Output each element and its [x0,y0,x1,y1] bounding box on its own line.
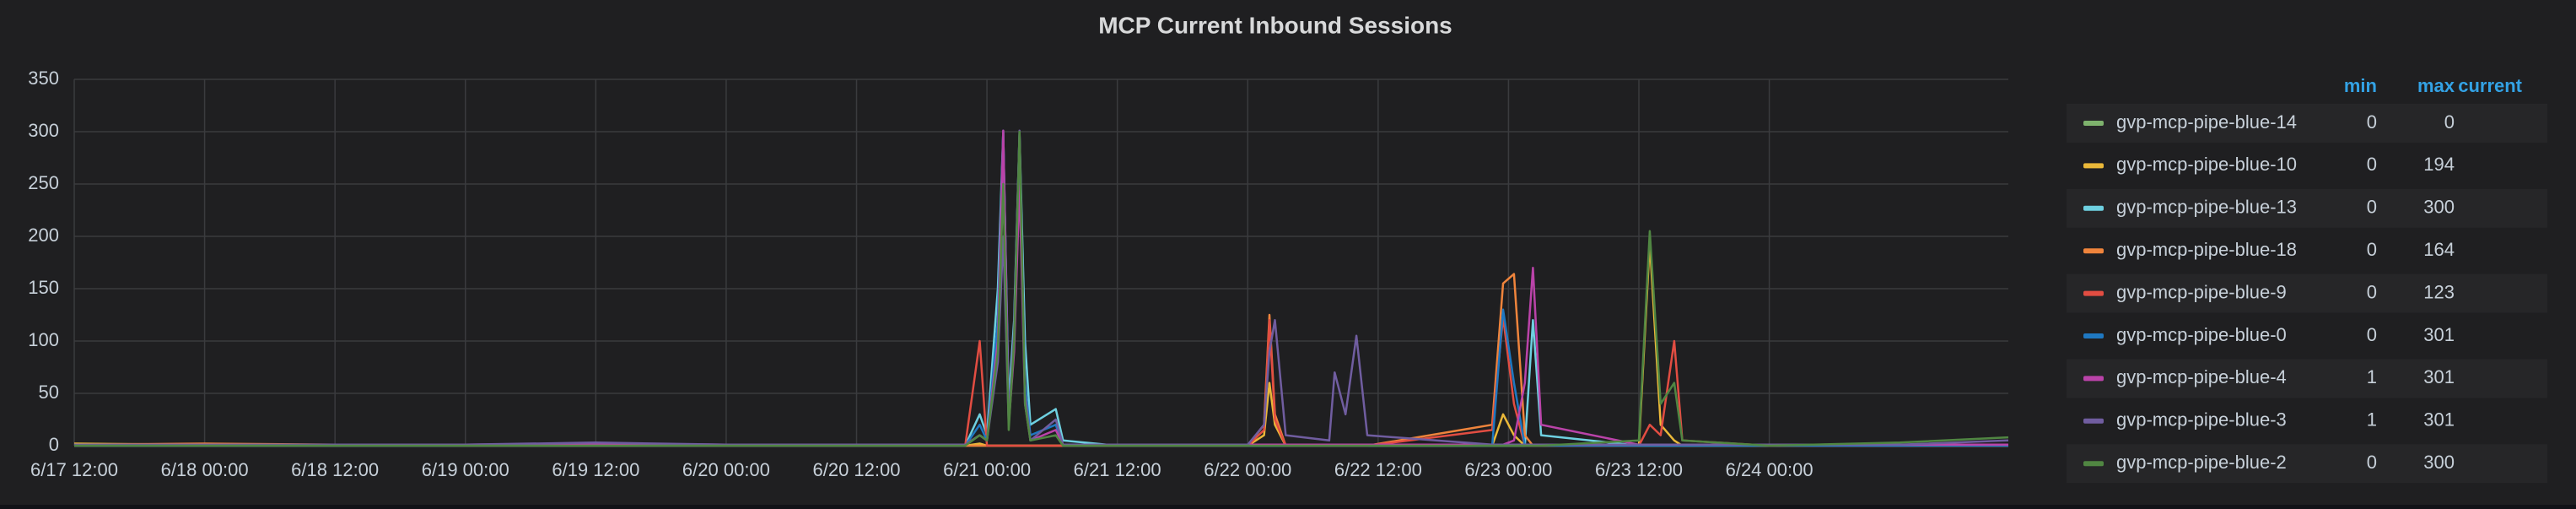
series-line [73,241,2008,447]
legend-row-bg [2067,359,2547,398]
legend-min: 0 [2367,154,2377,175]
series-line [74,130,2009,447]
legend-max: 301 [2423,366,2455,387]
legend-max: 301 [2423,324,2455,345]
legend-max: 301 [2423,409,2455,430]
legend-label: gvp-mcp-pipe-blue-13 [2116,197,2297,218]
legend-swatch [2083,248,2104,254]
legend-swatch [2083,205,2104,211]
legend-max: 300 [2423,452,2455,473]
legend-swatch [2083,376,2104,382]
x-tick-label: 6/22 00:00 [1204,459,1291,480]
x-tick-label: 6/17 12:00 [30,459,118,480]
legend-max: 164 [2423,239,2455,260]
legend-label: gvp-mcp-pipe-blue-10 [2116,154,2297,175]
x-tick-label: 6/23 00:00 [1464,459,1552,480]
x-tick-label: 6/18 12:00 [291,459,379,480]
x-tick-label: 6/24 00:00 [1726,459,1813,480]
legend-swatch [2083,418,2104,424]
legend-swatch [2083,163,2104,169]
x-tick-label: 6/20 00:00 [682,459,770,480]
x-tick-label: 6/18 00:00 [161,459,249,480]
y-tick-label: 50 [39,382,59,403]
legend-min: 0 [2367,239,2377,260]
legend-swatch [2083,333,2104,338]
legend-row-bg [2067,104,2547,143]
legend-column-header: current [2458,75,2522,96]
series-line [74,129,2008,447]
legend-label: gvp-mcp-pipe-blue-2 [2116,452,2287,473]
series-line [73,273,2008,447]
x-tick-label: 6/21 12:00 [1074,459,1161,480]
legend-min: 0 [2367,281,2377,302]
legend-column-header: max [2417,75,2455,96]
x-tick-label: 6/20 12:00 [813,459,901,480]
y-tick-label: 350 [28,68,59,89]
y-tick-label: 0 [49,434,59,455]
y-tick-label: 300 [28,120,59,141]
y-tick-label: 100 [28,329,59,350]
legend-row-bg [2067,188,2547,228]
legend-min: 1 [2367,409,2377,430]
legend-min: 0 [2367,452,2377,473]
legend-min: 0 [2367,324,2377,345]
legend-label: gvp-mcp-pipe-blue-0 [2116,324,2287,345]
legend-swatch [2083,290,2104,296]
y-tick-label: 200 [28,225,59,246]
series-line [74,316,2008,447]
legend-max: 194 [2423,154,2455,175]
legend-label: gvp-mcp-pipe-blue-9 [2116,281,2287,302]
y-tick-label: 150 [28,277,59,298]
legend-min: 0 [2367,197,2377,218]
legend-max: 123 [2423,281,2455,302]
legend-row-bg [2067,273,2547,313]
legend-label: gvp-mcp-pipe-blue-3 [2116,409,2287,430]
chart-title: MCP Current Inbound Sessions [1098,12,1452,38]
legend-label: gvp-mcp-pipe-blue-14 [2116,111,2297,133]
x-tick-label: 6/22 12:00 [1334,459,1422,480]
y-tick-label: 250 [28,172,59,193]
legend-row-bg [2067,444,2547,484]
legend-min: 0 [2367,111,2377,133]
x-tick-label: 6/19 00:00 [422,459,509,480]
legend-min: 1 [2367,366,2377,387]
legend-column-header: min [2344,75,2377,96]
legend-swatch [2083,121,2104,126]
x-tick-label: 6/21 00:00 [943,459,1031,480]
legend-max: 300 [2423,197,2455,218]
series-line [74,129,2009,447]
x-tick-label: 6/23 12:00 [1595,459,1683,480]
legend-swatch [2083,461,2104,467]
x-tick-label: 6/19 12:00 [552,459,639,480]
legend-label: gvp-mcp-pipe-blue-18 [2116,239,2297,260]
legend-max: 0 [2444,111,2455,133]
legend-label: gvp-mcp-pipe-blue-4 [2116,366,2287,387]
